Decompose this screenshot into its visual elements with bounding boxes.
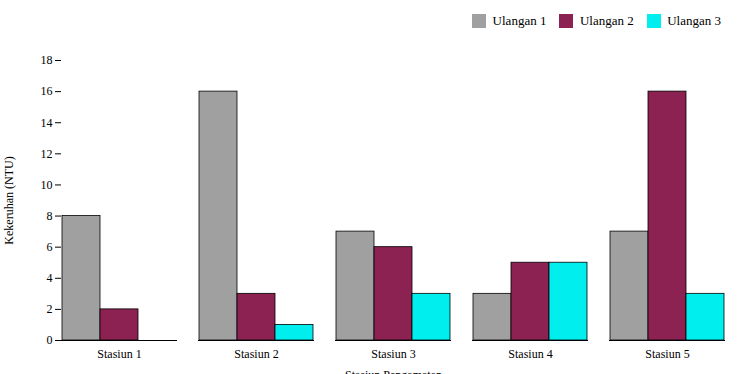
svg-text:16: 16 [41,84,53,98]
html-text:Ulangan 2: Ulangan 2 [579,12,634,28]
svg-text:0: 0 [47,333,53,347]
svg-text:Stasiun 5: Stasiun 5 [645,347,689,361]
svg-text:Stasiun 4: Stasiun 4 [508,347,552,361]
svg-text:Stasiun 1: Stasiun 1 [97,347,141,361]
svg-text:8: 8 [47,208,53,222]
html-text:Ulangan 3: Ulangan 3 [667,12,721,28]
svg-text:Stasiun Pengamatan: Stasiun Pengamatan [345,367,442,374]
svg-text:6: 6 [47,240,53,254]
svg-text:Stasiun 3: Stasiun 3 [371,347,415,361]
svg-text:14: 14 [41,115,53,129]
svg-text:Stasiun 2: Stasiun 2 [234,347,278,361]
html-text:Ulangan 1: Ulangan 1 [492,12,547,28]
svg-text:4: 4 [47,271,53,285]
svg-text:18: 18 [41,53,53,67]
svg-text:12: 12 [41,146,53,160]
svg-text:Kekeruhan (NTU): Kekeruhan (NTU) [2,156,16,244]
svg-text:2: 2 [47,302,53,316]
svg-text:10: 10 [41,177,53,191]
